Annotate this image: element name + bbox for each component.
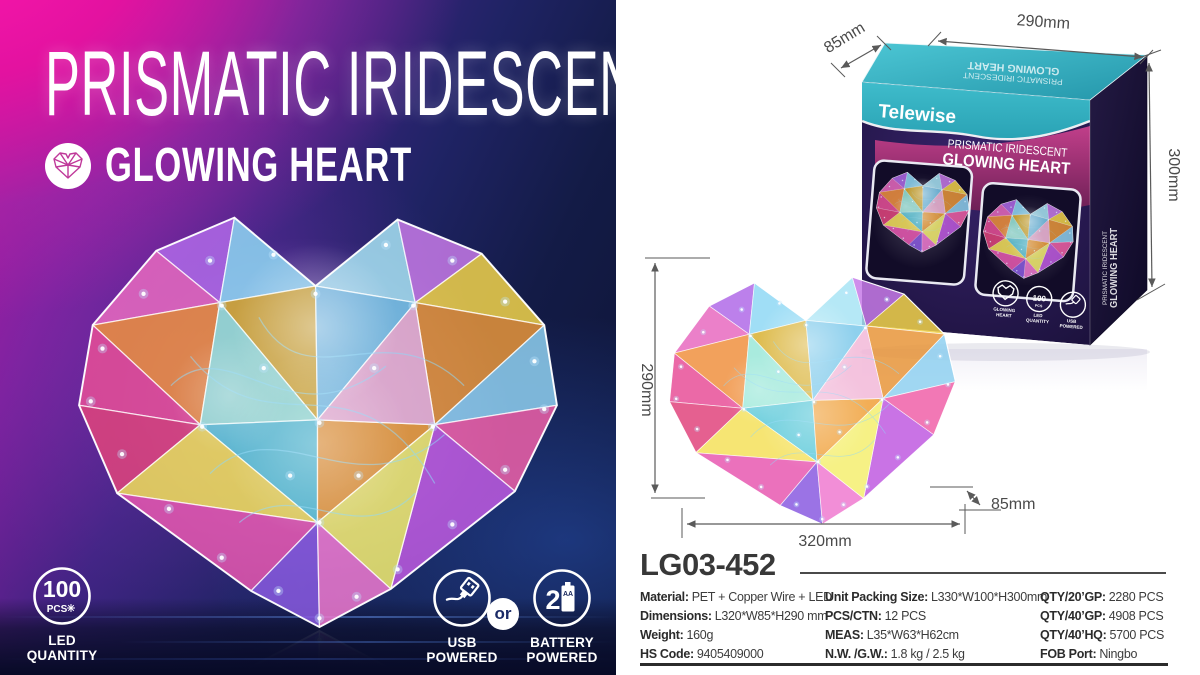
spec-value: Ningbo [1099, 647, 1138, 661]
led-count-icon: 100 PCS [33, 567, 91, 625]
spec-label: FOB Port: [1040, 647, 1097, 661]
or-separator: or [487, 598, 519, 630]
spec-row: Dimensions: L320*W85*H290 mm [640, 607, 832, 626]
svg-text:2: 2 [545, 585, 560, 615]
model-rule [800, 572, 1166, 574]
hero-panel: PRISMATIC IRIDESCENT GLOWING HEART [0, 0, 616, 675]
spec-column-3: QTY/20’GP: 2280 PCS QTY/40’GP: 4908 PCS QT… [1040, 588, 1164, 664]
heart-mini-icon [997, 284, 1015, 301]
spec-value: 160g [686, 628, 714, 642]
spec-value: 1.8 kg / 2.5 kg [890, 647, 965, 661]
spec-value: 5700 PCS [1109, 628, 1165, 642]
spec-value: 12 PCS [884, 609, 927, 623]
spec-label: Dimensions: [640, 609, 712, 623]
spec-row: MEAS: L35*W63*H62cm [825, 626, 1047, 645]
spec-row: Weight: 160g [640, 626, 832, 645]
svg-text:100: 100 [1032, 294, 1047, 304]
svg-text:HEART: HEART [996, 312, 1012, 318]
battery-powered-badge: 2 AA BATTERY POWERED [524, 568, 600, 665]
svg-text:QUANTITY: QUANTITY [1026, 318, 1049, 325]
spec-row: PCS/CTN: 12 PCS [825, 607, 1047, 626]
light-streak [120, 641, 616, 643]
spec-label: QTY/20’GP: [1040, 590, 1106, 604]
spec-column-1: Material: PET + Copper Wire + LED Dimensi… [640, 588, 832, 664]
spec-row: FOB Port: Ningbo [1040, 645, 1164, 664]
spec-label: PCS/CTN: [825, 609, 882, 623]
spec-label: QTY/40’GP: [1040, 609, 1106, 623]
usb-powered-badge: USB POWERED [424, 568, 500, 665]
svg-text:PRISMATIC IRIDESCENT: PRISMATIC IRIDESCENT [1102, 231, 1109, 305]
usb-plug-icon [433, 569, 491, 627]
spec-value: 9405409000 [696, 647, 764, 661]
led-dots [88, 242, 547, 621]
usb-mini-icon [1065, 294, 1081, 305]
spec-row: Unit Packing Size: L330*W100*H300mm [825, 588, 1047, 607]
spec-label: N.W. /G.W.: [825, 647, 888, 661]
spec-row: N.W. /G.W.: 1.8 kg / 2.5 kg [825, 645, 1047, 664]
spec-label: Unit Packing Size: [825, 590, 928, 604]
heart-gem-icon [45, 142, 91, 189]
spec-value: PET + Copper Wire + LED [691, 590, 832, 604]
heart-facets [78, 216, 558, 629]
svg-text:USB: USB [1067, 318, 1078, 324]
dim-height-label: 290mm [638, 363, 655, 416]
svg-text:100: 100 [43, 576, 81, 602]
svg-text:AA: AA [563, 591, 573, 598]
bottom-rule [640, 663, 1168, 666]
subtitle-row: GLOWING HEART [44, 138, 531, 193]
spec-value: 4908 PCS [1108, 609, 1164, 623]
sparkle-icon [67, 604, 75, 612]
badge-caption: USB [447, 635, 477, 650]
box-dim-width-label: 290mm [1016, 12, 1070, 33]
spec-label: Weight: [640, 628, 684, 642]
box-dim-depth-label: 85mm [821, 19, 868, 56]
light-streak [0, 658, 616, 660]
spec-row: QTY/40’GP: 4908 PCS [1040, 607, 1164, 626]
badge-caption: POWERED [526, 650, 598, 665]
model-number: LG03-452 [640, 547, 776, 582]
badge-caption: QUANTITY [26, 648, 98, 663]
spec-row: QTY/40’HQ: 5700 PCS [1040, 626, 1164, 645]
badge-caption: BATTERY [530, 635, 594, 650]
box-front-face: Telewise PRISMATIC IRIDESCENT GLOWING HE… [862, 82, 1090, 345]
svg-text:GLOWING: GLOWING [993, 306, 1016, 313]
spec-value: 2280 PCS [1108, 590, 1164, 604]
spec-column-2: Unit Packing Size: L330*W100*H300mm PCS/C… [825, 588, 1047, 664]
dim-depth-label: 85mm [991, 496, 1035, 513]
svg-text:PCS: PCS [47, 604, 68, 615]
led-quantity-badge: 100 PCS LED QUANTITY [16, 566, 108, 663]
page-title: PRISMATIC IRIDESCENT [45, 33, 616, 135]
svg-text:GLOWING HEART: GLOWING HEART [1109, 228, 1120, 308]
spec-row: Material: PET + Copper Wire + LED [640, 588, 832, 607]
box-side-text: PRISMATIC IRIDESCENT GLOWING HEART [1102, 228, 1120, 308]
svg-text:LED: LED [1033, 313, 1043, 319]
subtitle: GLOWING HEART [105, 139, 412, 192]
spec-label: QTY/40’HQ: [1040, 628, 1107, 642]
dimension-annotations: 290mm 320mm 85mm 290mm 85mm 300mm [638, 12, 1182, 550]
spec-value: L320*W85*H290 mm [714, 609, 828, 623]
badge-caption: POWERED [426, 650, 498, 665]
box-dim-height-label: 300mm [1165, 148, 1182, 201]
spec-label: HS Code: [640, 647, 694, 661]
battery-icon: 2 AA [533, 569, 591, 627]
spec-row: QTY/20’GP: 2280 PCS [1040, 588, 1164, 607]
svg-text:POWERED: POWERED [1059, 323, 1083, 330]
dim-width-label: 320mm [798, 533, 851, 550]
spec-label: Material: [640, 590, 689, 604]
svg-text:PCS: PCS [1035, 304, 1043, 309]
spec-value: L35*W63*H62cm [866, 628, 959, 642]
spec-label: MEAS: [825, 628, 864, 642]
box-windows [865, 159, 1082, 303]
badge-caption: LED [48, 633, 76, 648]
glowing-heart-image [78, 216, 558, 629]
spec-value: L330*W100*H300mm [930, 590, 1048, 604]
spec-row: HS Code: 9405409000 [640, 645, 832, 664]
